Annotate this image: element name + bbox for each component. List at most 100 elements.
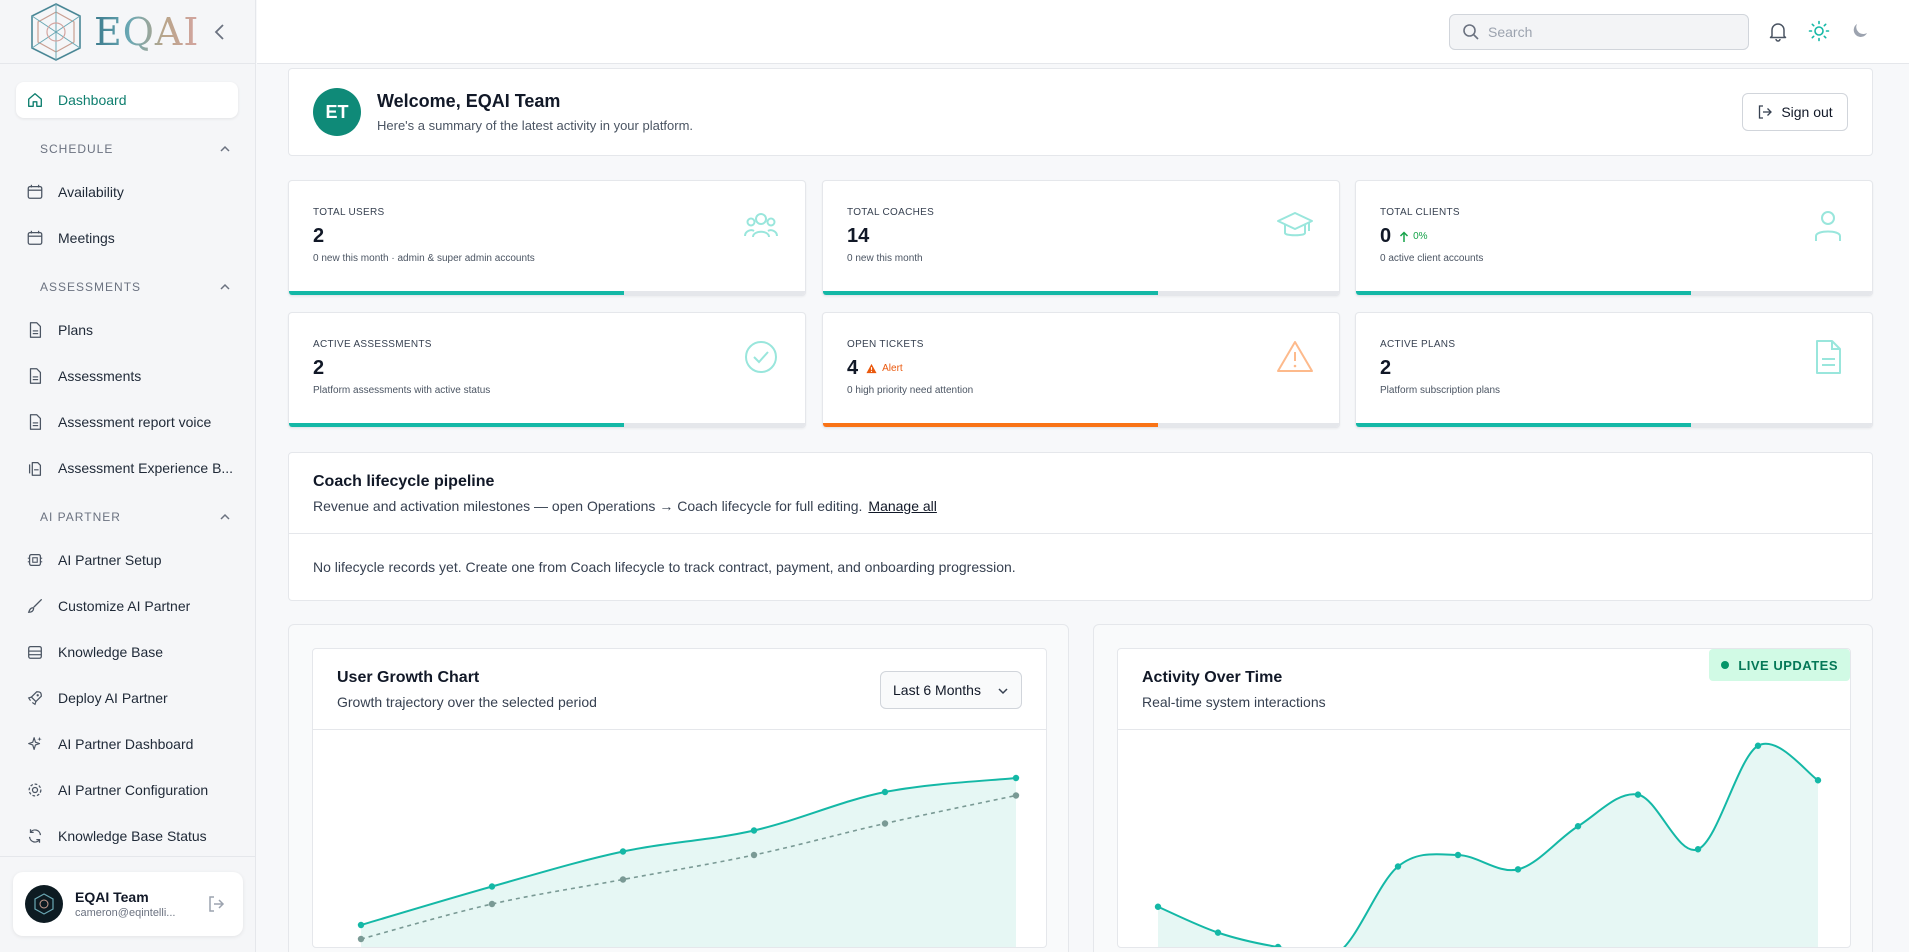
data-point[interactable] <box>750 851 758 859</box>
data-point[interactable] <box>1154 903 1162 910</box>
logo: EQAI <box>0 0 255 64</box>
stat-total-users: TOTAL USERS 2 0 new this month · admin &… <box>288 180 806 296</box>
graduation-cap-icon <box>1277 212 1313 237</box>
sidebar-item-label: Dashboard <box>58 92 127 108</box>
sidebar-item-ai-partner-dashboard[interactable]: AI Partner Dashboard <box>16 726 238 762</box>
stat-open-tickets: OPEN TICKETS 4 Alert 0 high priority nee… <box>822 312 1340 428</box>
sidebar-item-assessment-report-voice[interactable]: Assessment report voice <box>16 404 238 440</box>
moon-icon[interactable] <box>1849 20 1871 42</box>
data-point[interactable] <box>1814 777 1822 784</box>
sidebar-item-meetings[interactable]: Meetings <box>16 220 238 256</box>
data-point[interactable] <box>1214 929 1222 936</box>
stat-value: 4 Alert <box>847 357 903 379</box>
document-icon <box>29 414 42 430</box>
data-point[interactable] <box>619 876 627 883</box>
search-box[interactable] <box>1449 14 1749 50</box>
section-ai-partner[interactable]: AI PARTNER <box>40 510 232 524</box>
stat-active-plans: ACTIVE PLANS 2 Platform subscription pla… <box>1355 312 1873 428</box>
check-circle-icon <box>745 341 777 373</box>
activity-plot <box>1154 742 1822 948</box>
data-point[interactable] <box>1634 791 1642 798</box>
activity-chart: Activity Over Time Real-time system inte… <box>1117 648 1851 948</box>
data-point[interactable] <box>488 900 496 908</box>
progress-fill <box>823 423 1159 427</box>
database-icon <box>28 645 42 659</box>
growth-plot <box>357 774 1020 947</box>
user-growth-panel: User Growth Chart Growth trajectory over… <box>288 624 1069 952</box>
logout-icon[interactable] <box>207 894 225 914</box>
sidebar-item-knowledge-base-status[interactable]: Knowledge Base Status <box>16 818 238 854</box>
data-point[interactable] <box>750 827 758 834</box>
data-point[interactable] <box>1012 774 1020 782</box>
stat-value: 2 <box>1380 357 1392 379</box>
data-point[interactable] <box>1454 851 1462 859</box>
data-point[interactable] <box>357 921 365 929</box>
chart-title: Activity Over Time <box>1142 669 1283 686</box>
series-line <box>360 777 1017 926</box>
sidebar-item-customize-ai-partner[interactable]: Customize AI Partner <box>16 588 238 624</box>
section-assessments[interactable]: ASSESSMENTS <box>40 280 232 294</box>
chevron-left-icon[interactable] <box>211 22 229 42</box>
documents-icon <box>28 461 42 476</box>
data-point[interactable] <box>1394 863 1402 870</box>
stat-active-assessments: ACTIVE ASSESSMENTS 2 Platform assessment… <box>288 312 806 428</box>
document-icon <box>29 368 42 384</box>
sidebar-item-dashboard[interactable]: Dashboard <box>16 82 238 118</box>
user-card[interactable]: EQAI Team cameron@eqintelli... <box>13 872 243 936</box>
data-point[interactable] <box>881 788 889 796</box>
data-point[interactable] <box>1514 866 1522 873</box>
section-title: Coach lifecycle pipeline <box>313 473 495 490</box>
sidebar-item-assessment-experience[interactable]: Assessment Experience B... <box>16 450 238 486</box>
divider <box>1118 729 1850 730</box>
avatar: ET <box>313 88 361 136</box>
progress-track <box>289 423 805 427</box>
stat-label: TOTAL USERS <box>313 207 385 218</box>
file-icon <box>1816 340 1841 374</box>
sun-icon[interactable] <box>1808 20 1830 42</box>
sidebar-item-plans[interactable]: Plans <box>16 312 238 348</box>
data-point[interactable] <box>881 820 889 827</box>
stat-label: TOTAL COACHES <box>847 207 935 218</box>
progress-track <box>289 291 805 295</box>
data-point[interactable] <box>1694 846 1702 853</box>
sidebar-item-deploy-ai-partner[interactable]: Deploy AI Partner <box>16 680 238 716</box>
stat-note: Platform assessments with active status <box>313 385 491 396</box>
live-dot-icon <box>1721 661 1730 669</box>
range-select[interactable]: Last 6 Months <box>880 671 1022 709</box>
sidebar-item-knowledge-base[interactable]: Knowledge Base <box>16 634 238 670</box>
sidebar-item-ai-partner-configuration[interactable]: AI Partner Configuration <box>16 772 238 808</box>
calendar-icon <box>27 230 43 245</box>
data-point[interactable] <box>619 848 627 855</box>
data-point[interactable] <box>488 883 496 890</box>
data-point[interactable] <box>1574 823 1582 830</box>
bell-icon[interactable] <box>1767 20 1789 42</box>
document-icon <box>29 322 42 338</box>
home-icon <box>28 93 42 107</box>
stat-value: 14 <box>847 225 870 247</box>
sidebar-item-availability[interactable]: Availability <box>16 174 238 210</box>
empty-state: No lifecycle records yet. Create one fro… <box>313 559 1016 575</box>
warning-small-icon <box>866 363 877 374</box>
user-growth-chart: User Growth Chart Growth trajectory over… <box>312 648 1047 948</box>
stat-label: ACTIVE ASSESSMENTS <box>313 339 432 350</box>
calendar-icon <box>27 184 43 199</box>
logo-text: EQAI <box>94 9 200 54</box>
stat-note: Platform subscription plans <box>1380 385 1501 396</box>
stat-total-clients: TOTAL CLIENTS 0 0% 0 active client accou… <box>1355 180 1873 296</box>
manage-all-link[interactable]: Manage all <box>868 498 937 514</box>
section-schedule[interactable]: SCHEDULE <box>40 142 232 156</box>
stat-value: 0 0% <box>1380 225 1428 247</box>
stat-note: 0 new this month · admin & super admin a… <box>313 253 535 264</box>
data-point[interactable] <box>1754 742 1762 749</box>
rocket-icon <box>27 691 42 706</box>
chevron-down-icon <box>998 688 1008 695</box>
series-line <box>1157 742 1819 947</box>
sidebar-item-ai-partner-setup[interactable]: AI Partner Setup <box>16 542 238 578</box>
data-point[interactable] <box>1274 943 1282 948</box>
search-input[interactable] <box>1488 24 1728 40</box>
stat-label: TOTAL CLIENTS <box>1380 207 1460 218</box>
sidebar-item-assessments[interactable]: Assessments <box>16 358 238 394</box>
data-point[interactable] <box>357 935 365 943</box>
data-point[interactable] <box>1012 792 1020 799</box>
sign-out-button[interactable]: Sign out <box>1742 93 1848 131</box>
